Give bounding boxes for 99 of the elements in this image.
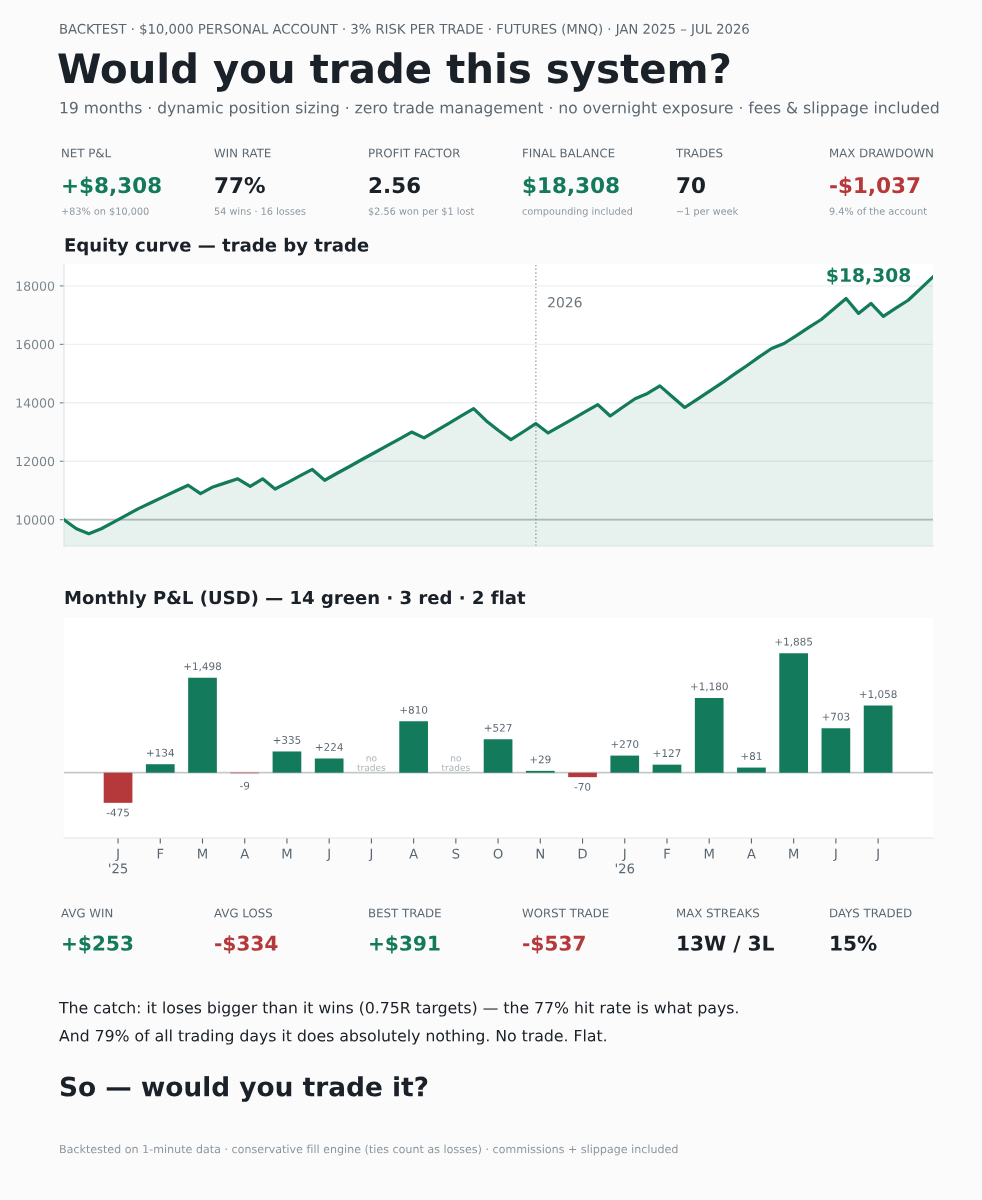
y-tick-label: 16000 [16,339,55,350]
data-label: +270 [611,740,639,749]
text: MAX STREAKS [677,908,760,918]
bar [737,767,766,773]
data-label: -9 [240,781,250,790]
text: 15% [831,935,877,951]
data-label: +703 [822,712,850,721]
x-tick-label: J [875,848,879,862]
text: +$391 [370,935,440,954]
text: WORST TRADE [522,908,609,918]
x-tick-label: J '25 [109,848,128,874]
data-label: +1,058 [859,690,897,700]
text: $18,308 [523,176,619,197]
bar [610,755,640,773]
text: no trades [441,756,470,771]
text: no trades [357,756,386,771]
text: 77% [215,176,265,194]
y-tick-label: 12000 [16,456,55,467]
data-label: +1,498 [184,662,222,672]
text: compounding included [522,207,633,217]
bar [652,764,682,773]
data-label: +527 [484,723,512,732]
x-tick-label: J [326,848,330,862]
text: AVG WIN [61,908,113,918]
text: FINAL BALANCE [523,148,615,158]
text: PROFIT FACTOR [369,148,461,158]
y-tick-label: 14000 [16,398,55,408]
text: Would you trade this system? [58,52,730,92]
text: ~1 per week [677,207,739,217]
x-tick-label: A [747,848,756,859]
text: NET P&L [62,148,112,158]
text: The catch: it loses bigger than it wins (0.75R targets) — the 77% hit rate is what pays. [58,1001,738,1017]
text: WIN RATE [214,148,271,158]
data-label: +1,180 [691,682,728,692]
data-label: +81 [741,752,762,760]
bar [779,653,809,773]
bar [145,764,175,773]
data-label: +1,885 [775,637,813,647]
text: So — would you trade it? [60,1076,428,1102]
bar [821,728,851,773]
text: 54 wins · 16 losses [214,207,306,215]
y-tick-label: 10000 [16,515,55,525]
x-tick-label: F [664,848,671,859]
bar [863,705,893,773]
x-tick-label: O [493,848,503,859]
bar [314,758,344,773]
text: MAX DRAWDOWN [830,148,933,158]
x-tick-label: M [198,848,207,859]
x-tick-label: J [368,848,373,862]
data-label: +134 [147,748,174,757]
data-label: -70 [574,782,591,791]
x-tick-label: D [578,848,587,859]
x-tick-label: A [240,848,250,859]
text: BEST TRADE [369,908,441,918]
bar [694,697,724,773]
bar [103,772,133,803]
data-label: +224 [315,743,343,751]
bar [483,739,513,773]
x-tick-label: F [157,848,164,859]
chart-title: Equity curve — trade by trade [65,237,369,256]
text: -$334 [215,935,278,954]
text: 19 months · dynamic position sizing · zero trade management · no overnight exposure · fees & slippage included [60,101,939,117]
text: +$253 [63,935,133,954]
annotation: 2026 [548,297,582,308]
data-label: +29 [530,755,551,764]
bar [399,721,428,773]
text: 70 [677,176,705,194]
text: +$8,308 [63,176,161,197]
x-tick-label: J '26 [615,848,635,874]
text: 9.4% of the account [829,207,927,215]
data-label: +127 [653,749,681,757]
x-tick-label: N [536,848,544,859]
text: $2.56 won per $1 lost [368,207,475,217]
x-tick-label: M [282,848,292,859]
x-tick-label: S [452,848,460,859]
x-tick-label: M [704,848,714,859]
bar [188,677,217,773]
bar [272,751,302,773]
data-label: -475 [106,808,129,817]
text: And 79% of all trading days it does absolutely nothing. No trade. Flat. [59,1029,606,1045]
text: 2.56 [369,176,420,194]
text: BACKTEST · $10,000 PERSONAL ACCOUNT · 3% RISK PER TRADE · FUTURES (MNQ) · JAN 2025 – JUL 2026 [60,23,749,37]
data-label: +810 [400,705,428,714]
chart-title: Monthly P&L (USD) — 14 green · 3 red · 2 flat [65,590,526,609]
text: +83% on $10,000 [62,207,149,217]
bar [568,772,597,778]
text: DAYS TRADED [830,908,912,918]
data-label: +335 [273,736,301,744]
x-tick-label: J [833,848,837,862]
x-tick-label: M [789,848,799,859]
text: -$537 [523,935,585,954]
text: TRADES [675,148,723,158]
text: 13W / 3L [678,935,774,953]
y-tick-label: 18000 [16,281,55,291]
annotation: $18,308 [827,267,911,285]
text: -$1,037 [830,176,920,197]
text: Backtested on 1-minute data · conservative fill engine (ties count as losses) · commissions + slippage included [60,1144,678,1156]
text: AVG LOSS [214,908,273,918]
x-tick-label: A [409,848,419,859]
